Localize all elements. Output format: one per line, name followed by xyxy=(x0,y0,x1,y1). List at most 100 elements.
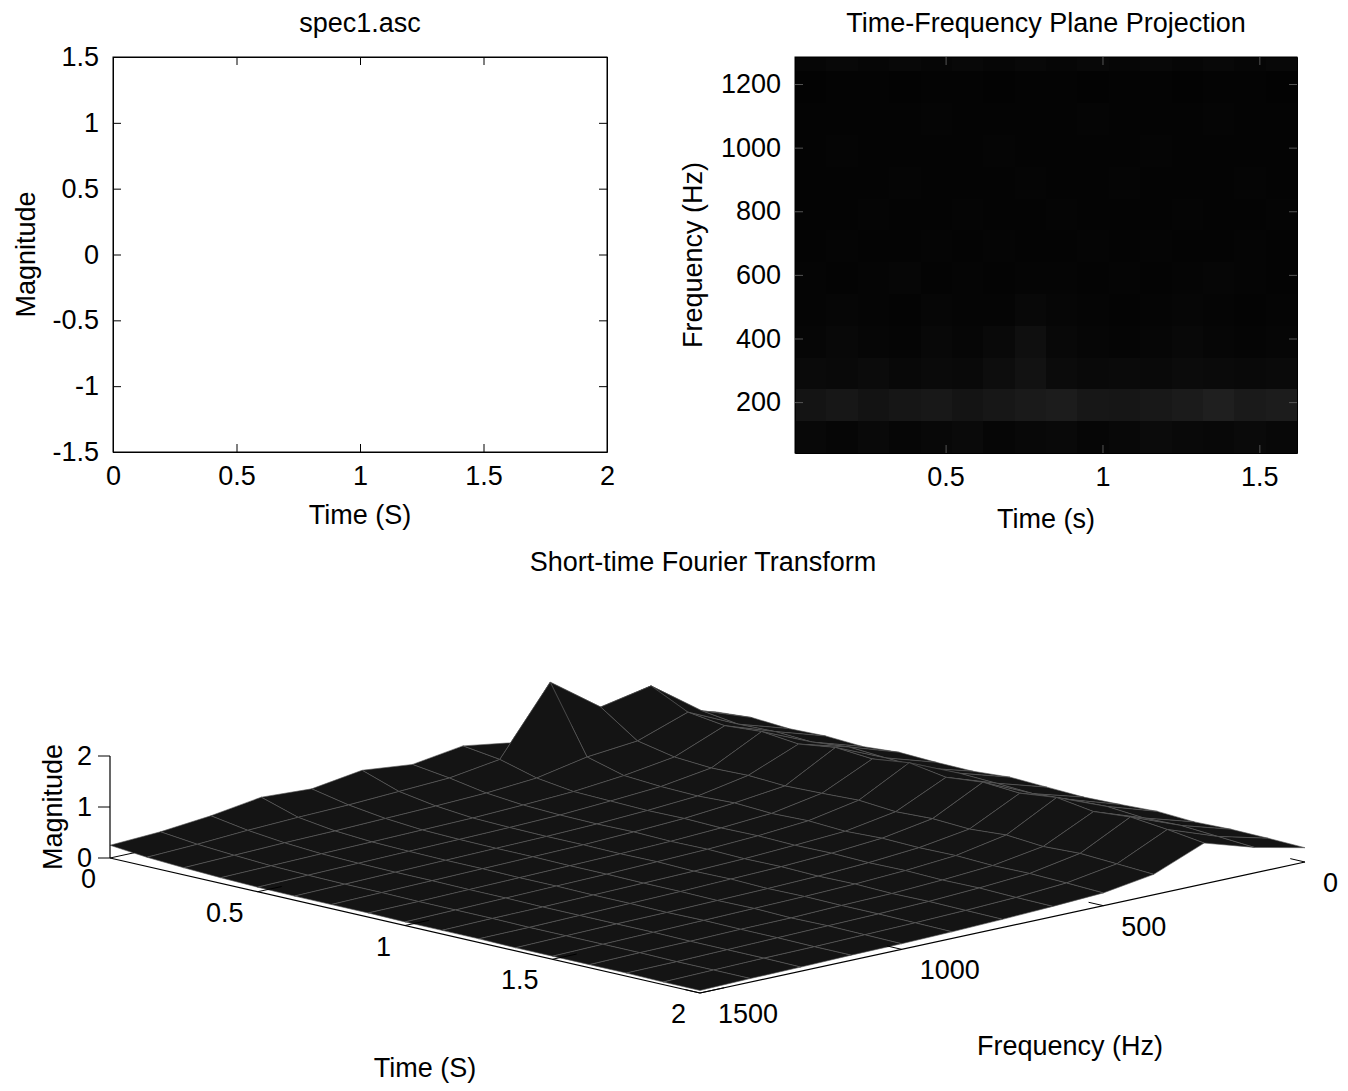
tick-label: 1.5 xyxy=(465,461,503,491)
tick-mark xyxy=(360,57,361,65)
axes-3d: 00.511.52050010001500012 xyxy=(77,741,1338,1029)
tick-label: 1000 xyxy=(721,133,781,163)
x-axis-top-tick xyxy=(1102,57,1103,65)
heatmap-cell xyxy=(921,199,952,231)
tick-label: 800 xyxy=(736,196,781,226)
y-axis-tick: -1.5 xyxy=(52,437,121,467)
heatmap-cell xyxy=(983,135,1014,167)
heatmap-cell xyxy=(921,421,952,453)
tick-mark xyxy=(1289,148,1297,149)
heatmap-cell xyxy=(1172,103,1203,135)
heatmap-cell xyxy=(1266,326,1297,358)
panel-signal: 00.511.52-1.5-1-0.500.511.5spec1.ascTime… xyxy=(11,8,615,530)
tick-mark xyxy=(599,255,607,256)
heatmap-cell xyxy=(795,71,826,103)
x-axis-tick: 0.5 xyxy=(927,445,965,492)
heatmap-cell xyxy=(795,57,826,71)
heatmap-cell xyxy=(952,230,983,262)
heatmap-cell xyxy=(1046,167,1077,199)
heatmap-cell xyxy=(1172,199,1203,231)
x-axis-top-tick xyxy=(1259,57,1260,65)
y-axis-tick: 800 xyxy=(736,196,803,226)
heatmap-cell xyxy=(1266,71,1297,103)
heatmap-cell xyxy=(952,421,983,453)
heatmap-cell xyxy=(889,167,920,199)
heatmap-cell xyxy=(1015,294,1046,326)
heatmap-cell xyxy=(1109,71,1140,103)
heatmap-cell xyxy=(952,167,983,199)
heatmap-cell xyxy=(1109,294,1140,326)
tick-label: 1500 xyxy=(718,999,778,1029)
x-axis-top-line xyxy=(796,57,1298,58)
heatmap-cell xyxy=(952,326,983,358)
tick-mark xyxy=(946,445,947,453)
tick-label: 0.5 xyxy=(206,898,244,928)
heatmap-cell xyxy=(983,57,1014,71)
heatmap-cell xyxy=(1109,389,1140,421)
heatmap-cell xyxy=(889,326,920,358)
heatmap-cell xyxy=(1046,358,1077,390)
heatmap-cell xyxy=(1109,167,1140,199)
tick-mark xyxy=(110,853,134,858)
heatmap-cell xyxy=(1140,71,1171,103)
tick-label: 1.5 xyxy=(501,965,539,995)
tick-mark xyxy=(113,255,121,256)
heatmap-cell xyxy=(1140,135,1171,167)
tick-label: 400 xyxy=(736,324,781,354)
x-axis-top-tick xyxy=(237,57,238,65)
heatmap-cell xyxy=(795,230,826,262)
tick-mark xyxy=(795,275,803,276)
heatmap-cell xyxy=(858,57,889,71)
heatmap-cell xyxy=(1015,199,1046,231)
heatmap-cell xyxy=(1266,167,1297,199)
tick-mark xyxy=(599,189,607,190)
tick-label: 2 xyxy=(600,461,615,491)
tick-mark xyxy=(1289,275,1297,276)
heatmap-cell xyxy=(1109,358,1140,390)
tick-label: 600 xyxy=(736,260,781,290)
y-axis-line xyxy=(795,58,796,454)
heatmap-cell xyxy=(795,389,826,421)
heatmap-cell xyxy=(921,294,952,326)
heatmap-cell xyxy=(1046,389,1077,421)
x-axis-tick: 1 xyxy=(353,444,368,491)
y-axis-right-line xyxy=(1297,58,1298,454)
tick-mark xyxy=(484,444,485,452)
heatmap-cell xyxy=(1203,230,1234,262)
y-axis-title: Magnitude xyxy=(11,191,41,317)
x-axis-title: Time (S) xyxy=(374,1053,477,1083)
heatmap-cell xyxy=(1203,199,1234,231)
heatmap-cell xyxy=(1015,358,1046,390)
heatmap-cell xyxy=(921,230,952,262)
surface xyxy=(110,682,1305,990)
heatmap-cell xyxy=(858,135,889,167)
tick-mark xyxy=(360,444,361,452)
heatmap-cell xyxy=(1203,71,1234,103)
heatmap-cell xyxy=(889,199,920,231)
heatmap-cell xyxy=(1234,358,1265,390)
tick-mark xyxy=(599,320,607,321)
heatmap-cell xyxy=(921,103,952,135)
heatmap-cell xyxy=(1109,199,1140,231)
tick-mark xyxy=(946,57,947,65)
heatmap-cell xyxy=(826,103,857,135)
y-axis-right-tick xyxy=(599,255,607,256)
heatmap-cell xyxy=(921,358,952,390)
heatmap-cell xyxy=(952,199,983,231)
heatmap-cell xyxy=(1266,103,1297,135)
heatmap-cell xyxy=(1140,389,1171,421)
y-axis-right-tick xyxy=(599,57,607,58)
heatmap-cell xyxy=(952,103,983,135)
tick-label: 1 xyxy=(84,108,99,138)
tick-mark xyxy=(113,189,121,190)
tick-mark xyxy=(795,338,803,339)
heatmap-cell xyxy=(858,358,889,390)
y-axis: -1.5-1-0.500.511.5 xyxy=(52,42,121,467)
heatmap-cell xyxy=(1234,262,1265,294)
y-axis: 20040060080010001200 xyxy=(721,58,803,454)
heatmap-cell xyxy=(1077,389,1108,421)
heatmap-cell xyxy=(983,262,1014,294)
tick-label: 0.5 xyxy=(927,462,965,492)
tick-label: 500 xyxy=(1121,912,1166,942)
heatmap-cell xyxy=(1109,230,1140,262)
